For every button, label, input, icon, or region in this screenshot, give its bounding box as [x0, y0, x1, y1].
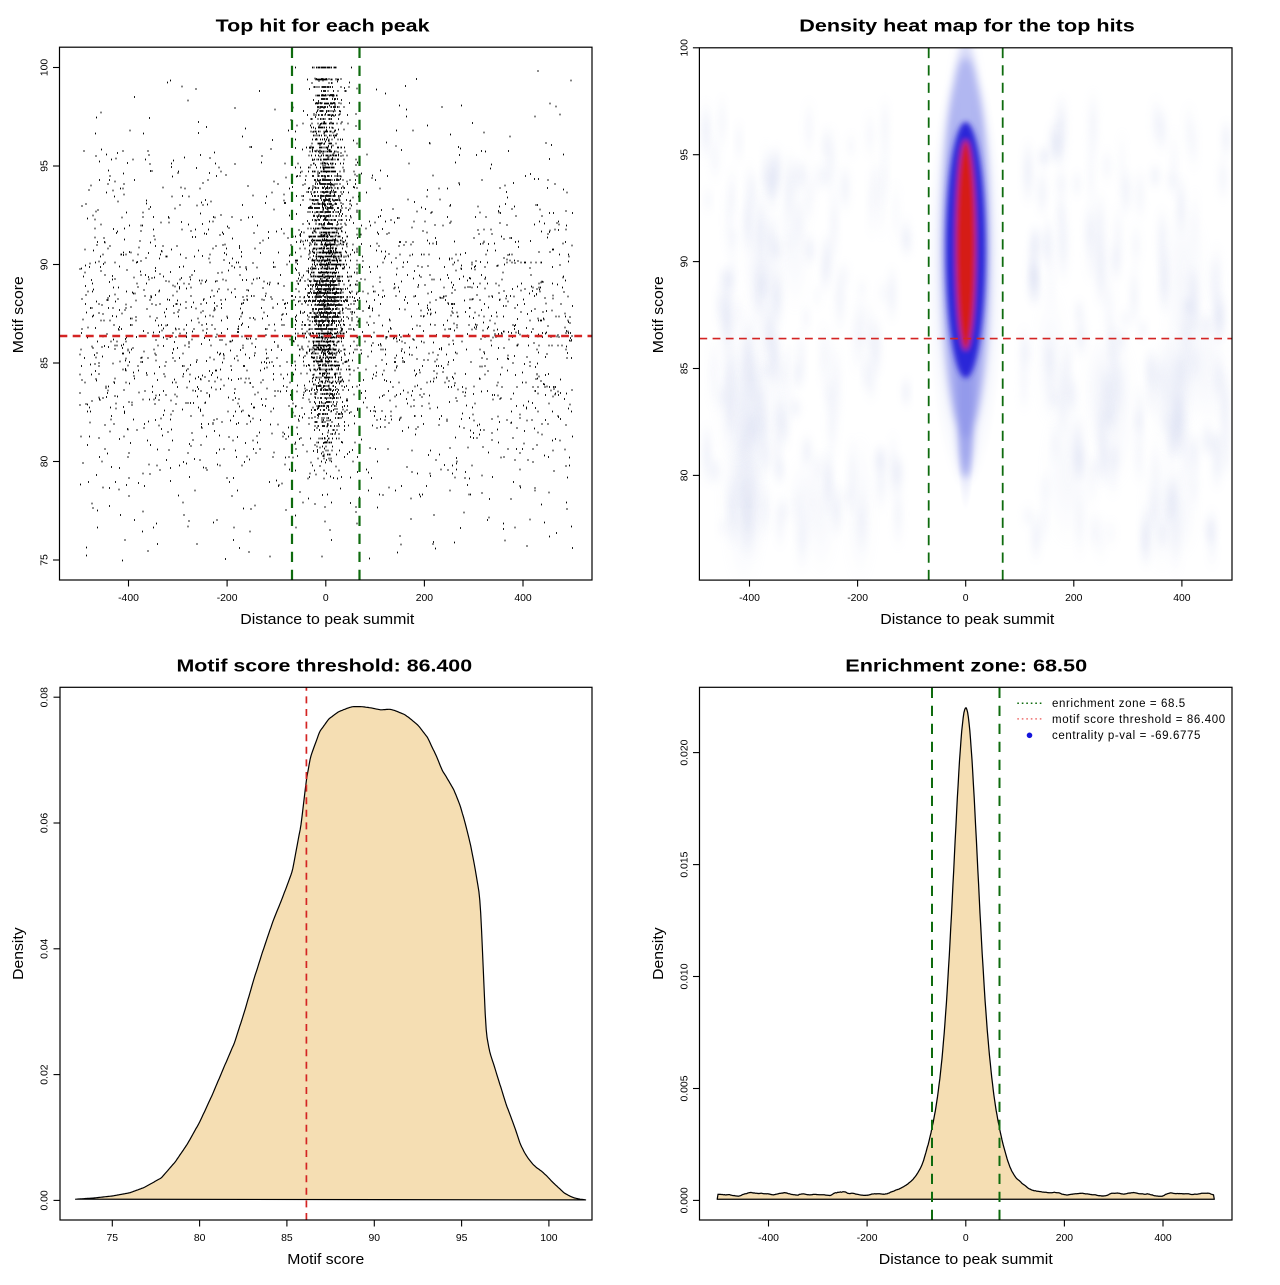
svg-text:0.02: 0.02	[40, 1064, 51, 1084]
svg-text:Distance to peak summit: Distance to peak summit	[879, 1252, 1053, 1268]
svg-text:0.08: 0.08	[40, 687, 51, 707]
svg-text:-400: -400	[118, 593, 139, 604]
svg-text:85: 85	[679, 363, 690, 375]
svg-text:0.00: 0.00	[40, 1190, 51, 1210]
svg-text:400: 400	[514, 593, 532, 604]
svg-text:Motif score: Motif score	[11, 276, 27, 353]
svg-text:80: 80	[679, 469, 690, 481]
svg-text:Motif score: Motif score	[651, 276, 667, 353]
svg-text:0.015: 0.015	[679, 851, 690, 877]
svg-text:Top hit for each peak: Top hit for each peak	[216, 15, 430, 35]
svg-text:Motif score: Motif score	[287, 1252, 364, 1268]
svg-text:Density: Density	[11, 927, 27, 980]
svg-text:-200: -200	[847, 593, 868, 604]
svg-text:400: 400	[1154, 1233, 1172, 1244]
svg-text:0: 0	[963, 1233, 969, 1244]
svg-text:Distance to peak summit: Distance to peak summit	[240, 612, 414, 628]
svg-text:95: 95	[679, 149, 690, 161]
svg-text:0.04: 0.04	[40, 938, 51, 958]
svg-text:90: 90	[679, 256, 690, 268]
svg-text:95: 95	[456, 1233, 468, 1244]
svg-text:100: 100	[679, 39, 690, 57]
svg-text:400: 400	[1173, 593, 1191, 604]
svg-text:Density: Density	[651, 927, 667, 980]
svg-text:100: 100	[540, 1233, 558, 1244]
svg-text:Enrichment zone: 68.50: Enrichment zone: 68.50	[845, 655, 1087, 675]
svg-text:90: 90	[369, 1233, 381, 1244]
svg-text:80: 80	[40, 456, 51, 468]
svg-text:85: 85	[40, 357, 51, 369]
svg-text:0.000: 0.000	[679, 1187, 690, 1213]
svg-text:-200: -200	[217, 593, 238, 604]
svg-text:200: 200	[1056, 1233, 1074, 1244]
svg-text:motif score threshold = 86.400: motif score threshold = 86.400	[1052, 714, 1225, 726]
svg-text:enrichment zone = 68.5: enrichment zone = 68.5	[1052, 698, 1185, 710]
svg-text:95: 95	[40, 160, 51, 172]
svg-text:0.010: 0.010	[679, 963, 690, 989]
svg-text:0: 0	[323, 593, 329, 604]
svg-text:200: 200	[416, 593, 434, 604]
svg-text:90: 90	[40, 259, 51, 271]
svg-text:200: 200	[1065, 593, 1083, 604]
svg-text:0: 0	[963, 593, 969, 604]
svg-text:Density heat map for the top h: Density heat map for the top hits	[799, 15, 1135, 35]
svg-text:75: 75	[40, 554, 51, 566]
svg-text:85: 85	[281, 1233, 293, 1244]
svg-text:Motif score threshold: 86.400: Motif score threshold: 86.400	[176, 655, 472, 675]
svg-text:Distance to peak summit: Distance to peak summit	[880, 612, 1054, 628]
svg-text:0.020: 0.020	[679, 739, 690, 765]
svg-text:-400: -400	[758, 1233, 779, 1244]
svg-text:0.06: 0.06	[40, 813, 51, 833]
svg-text:-200: -200	[857, 1233, 878, 1244]
svg-text:-400: -400	[739, 593, 760, 604]
svg-text:100: 100	[40, 59, 51, 77]
svg-text:0.005: 0.005	[679, 1075, 690, 1101]
svg-text:centrality p-val = -69.6775: centrality p-val = -69.6775	[1052, 730, 1200, 742]
svg-text:75: 75	[107, 1233, 119, 1244]
svg-text:80: 80	[194, 1233, 206, 1244]
